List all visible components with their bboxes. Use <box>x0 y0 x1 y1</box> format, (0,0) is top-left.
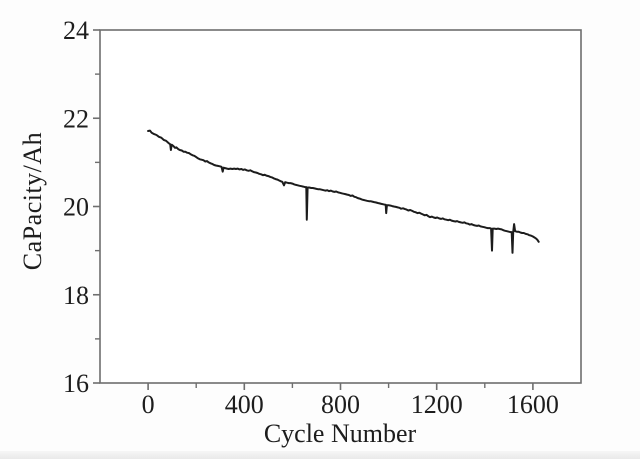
x-axis-tick-label: 400 <box>225 390 264 419</box>
x-axis-label: Cycle Number <box>263 419 417 448</box>
y-axis-tick-label: 22 <box>63 104 89 133</box>
x-axis-tick-label: 0 <box>142 390 155 419</box>
y-axis-tick-label: 16 <box>63 369 89 398</box>
y-axis-tick-label: 20 <box>63 193 89 222</box>
x-axis-tick-label: 1200 <box>411 390 463 419</box>
y-axis-tick-label: 18 <box>63 281 89 310</box>
plot-frame <box>99 29 582 384</box>
y-axis-label: CaPacity/Ah <box>18 131 47 271</box>
x-axis-tick-label: 1600 <box>507 390 559 419</box>
scan-shadow-artifact <box>0 451 640 459</box>
x-axis-tick-label: 800 <box>321 390 360 419</box>
y-axis-tick-label: 24 <box>63 16 89 45</box>
capacity-curve <box>147 129 540 254</box>
